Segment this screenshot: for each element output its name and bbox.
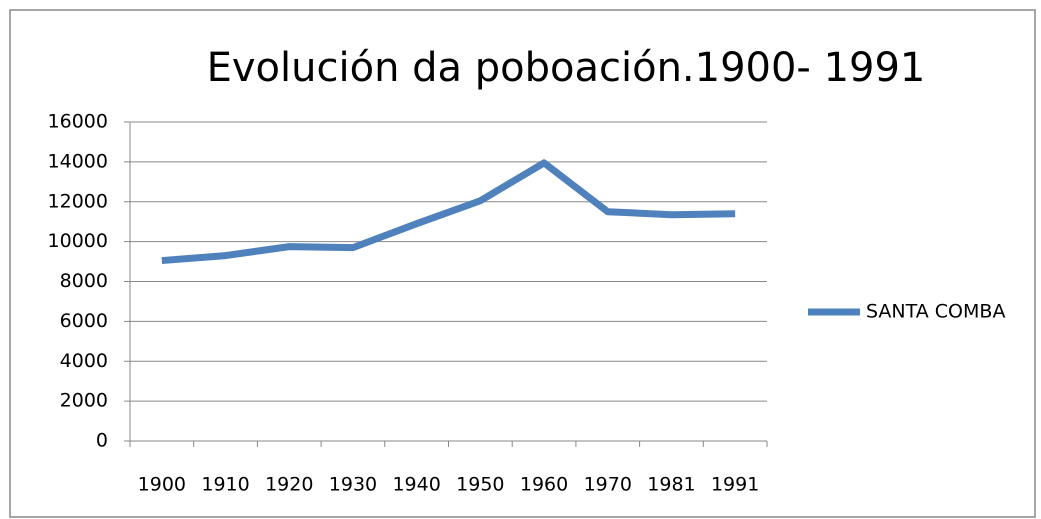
legend-label: SANTA COMBA (866, 301, 1005, 323)
y-tick-label: 10000 (48, 230, 108, 252)
x-tick-label: 1940 (392, 474, 440, 496)
chart-title: Evolución da poboación.1900- 1991 (207, 45, 926, 91)
y-tick-label: 8000 (60, 270, 108, 292)
x-tick-label: 1930 (329, 474, 377, 496)
chart-frame (9, 9, 1036, 518)
x-tick-label: 1991 (711, 474, 759, 496)
y-tick-label: 0 (96, 430, 108, 452)
x-tick-label: 1900 (138, 474, 186, 496)
y-tick-label: 2000 (60, 390, 108, 412)
y-tick-label: 4000 (60, 350, 108, 372)
data-line (161, 159, 736, 265)
x-tick-label: 1970 (584, 474, 632, 496)
x-tick-label: 1981 (647, 474, 695, 496)
x-tick-label: 1920 (265, 474, 313, 496)
y-tick-label: 16000 (48, 111, 108, 133)
y-tick-label: 6000 (60, 310, 108, 332)
x-tick-label: 1910 (201, 474, 249, 496)
y-tick-label: 14000 (48, 150, 108, 172)
x-tick-label: 1950 (456, 474, 504, 496)
y-tick-label: 12000 (48, 190, 108, 212)
x-tick-label: 1960 (520, 474, 568, 496)
